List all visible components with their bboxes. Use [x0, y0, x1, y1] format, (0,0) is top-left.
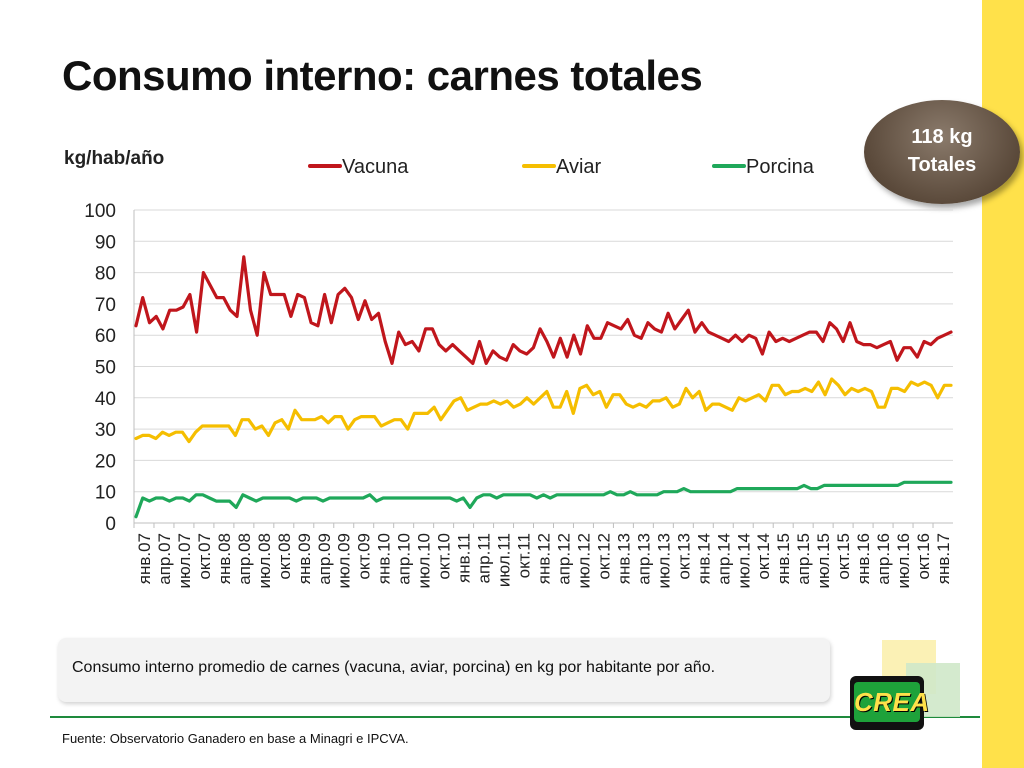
x-tick-label: апр.12 — [554, 533, 573, 585]
legend-label: Vacuna — [342, 156, 409, 178]
x-tick-label: янв.16 — [854, 533, 873, 584]
series-line-aviar — [134, 377, 953, 444]
x-tick-label: окт.13 — [674, 533, 693, 580]
y-tick-label: 80 — [95, 264, 116, 285]
x-tick-label: окт.10 — [435, 533, 454, 580]
x-tick-label: янв.09 — [295, 533, 314, 584]
x-tick-label: июл.15 — [814, 533, 833, 588]
x-tick-label: июл.14 — [734, 533, 753, 588]
x-tick-label: апр.08 — [235, 533, 254, 585]
source-text: Fuente: Observatorio Ganadero en base a … — [62, 731, 409, 746]
x-tick-label: окт.15 — [834, 533, 853, 580]
y-tick-label: 90 — [95, 232, 116, 253]
x-tick-label: апр.11 — [475, 533, 494, 584]
x-tick-label: июл.11 — [495, 533, 514, 587]
x-tick-label: янв.12 — [535, 533, 554, 584]
x-tick-label: янв.08 — [215, 533, 234, 584]
bubble-value: 118 kg — [911, 126, 973, 148]
x-tick-label: июл.07 — [175, 533, 194, 588]
x-tick-label: апр.15 — [794, 533, 813, 585]
y-tick-label: 20 — [95, 451, 116, 472]
x-tick-label: янв.15 — [774, 533, 793, 584]
y-tick-label: 50 — [95, 358, 116, 379]
page-title: Consumo interno: carnes totales — [62, 52, 703, 99]
line-chart: 0 10 20 30 40 50 60 70 80 90 100 янв.07 апр.07 июл.07… — [84, 156, 953, 588]
y-tick-label: 60 — [95, 326, 116, 347]
x-tick-label: июл.16 — [894, 533, 913, 588]
legend-label: Porcina — [746, 156, 815, 178]
y-tick-label: 0 — [105, 514, 116, 535]
x-tick-label: янв.07 — [135, 533, 154, 584]
x-tick-label: апр.16 — [874, 533, 893, 585]
y-tick-label: 10 — [95, 483, 116, 504]
x-tick-label: янв.13 — [614, 533, 633, 584]
x-tick-label: апр.09 — [315, 533, 334, 585]
x-tick-label: окт.16 — [914, 533, 933, 580]
footer-divider — [50, 716, 980, 718]
x-tick-label: окт.11 — [515, 533, 534, 578]
x-tick-label: июл.10 — [415, 533, 434, 588]
x-tick-label: окт.12 — [594, 533, 613, 580]
x-tick-label: июл.12 — [574, 533, 593, 588]
x-tick-label: июл.09 — [335, 533, 354, 588]
x-tick-label: янв.14 — [694, 533, 713, 584]
x-tick-label: янв.17 — [934, 533, 953, 584]
x-tick-label: янв.10 — [375, 533, 394, 584]
x-tick-label: апр.14 — [714, 533, 733, 585]
note-box: Consumo interno promedio de carnes (vacu… — [58, 638, 830, 702]
x-tick-label: янв.11 — [455, 533, 474, 583]
note-text: Consumo interno promedio de carnes (vacu… — [72, 659, 716, 676]
x-tick-label: апр.13 — [634, 533, 653, 585]
legend-label: Aviar — [556, 156, 602, 178]
x-tick-label: апр.07 — [155, 533, 174, 585]
x-tick-label: окт.14 — [754, 533, 773, 580]
x-tick-label: окт.09 — [355, 533, 374, 580]
crea-logo-text: CREA — [854, 687, 930, 717]
x-tick-label: апр.10 — [395, 533, 414, 585]
series-line-porcina — [134, 480, 953, 519]
unit-label: kg/hab/año — [64, 148, 165, 169]
x-tick-label: июл.08 — [255, 533, 274, 588]
y-tick-label: 30 — [95, 420, 116, 441]
y-tick-label: 70 — [95, 295, 116, 316]
x-tick-label: окт.07 — [195, 533, 214, 580]
series-line-vacuna — [134, 255, 953, 365]
crea-logo-inner: CREA — [854, 682, 930, 722]
x-tick-label: окт.08 — [275, 533, 294, 580]
y-tick-label: 40 — [95, 389, 116, 410]
y-tick-label: 100 — [84, 201, 116, 222]
total-bubble: 118 kg Totales — [864, 100, 1020, 204]
bubble-label: Totales — [907, 154, 977, 176]
crea-logo: CREA — [850, 676, 930, 730]
x-tick-label: июл.13 — [654, 533, 673, 588]
